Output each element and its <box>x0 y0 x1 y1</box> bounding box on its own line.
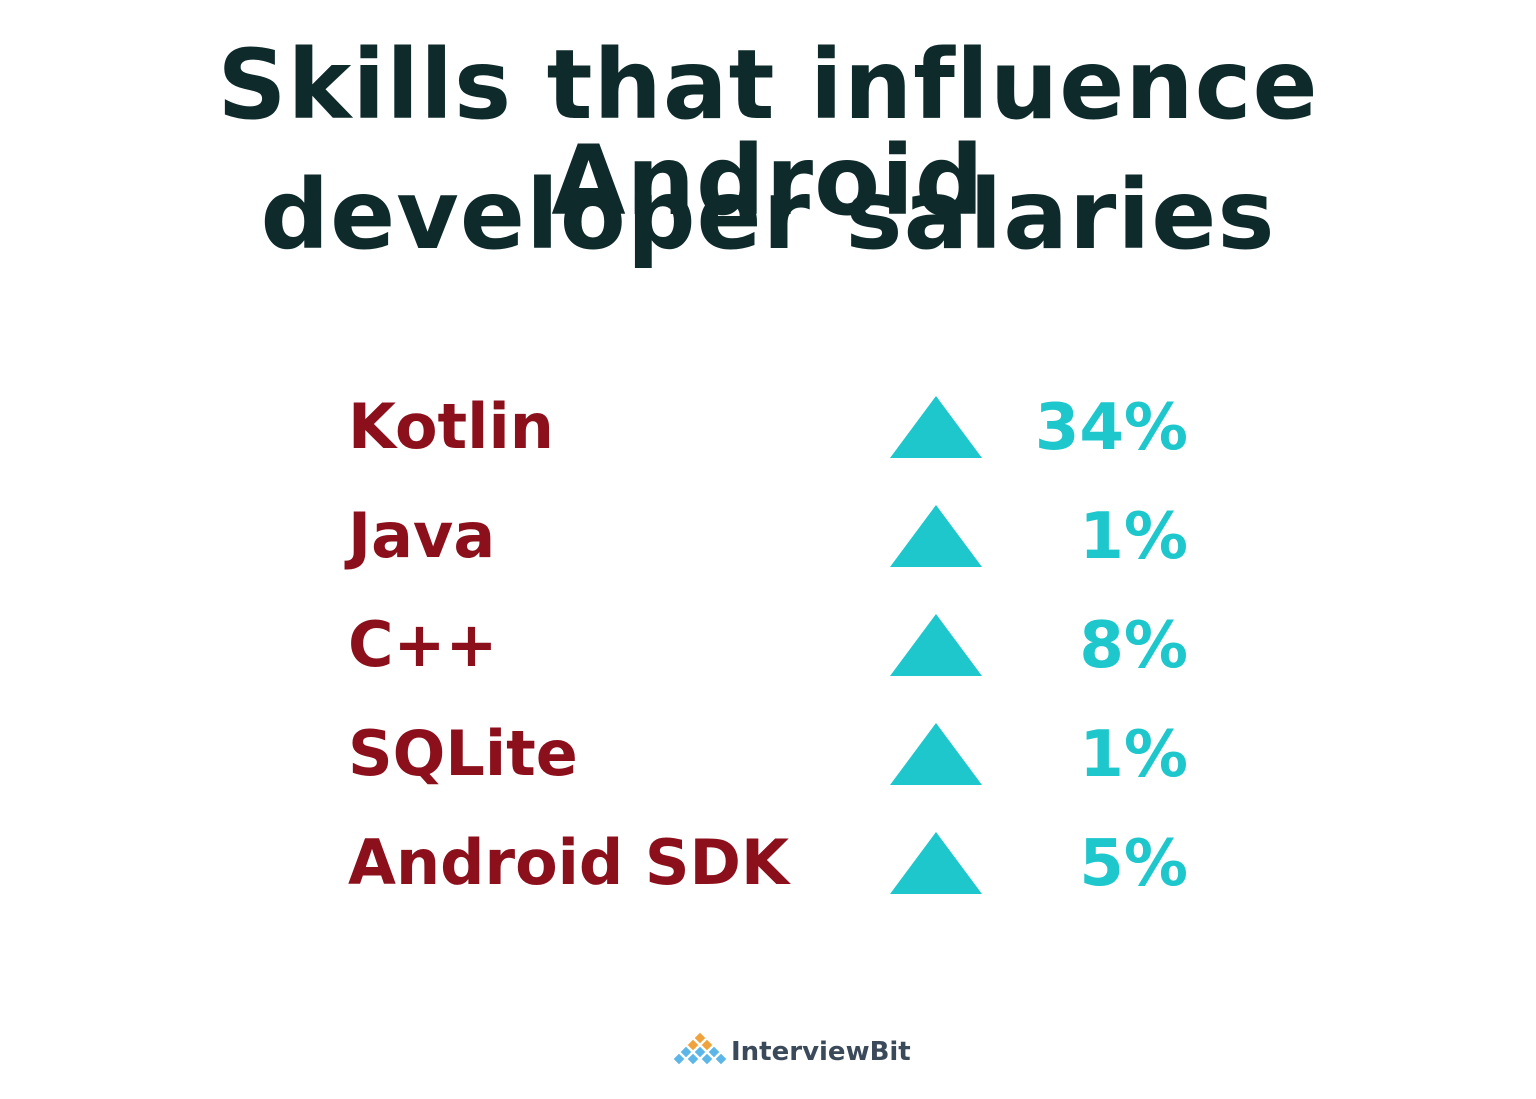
skill-name: SQLite <box>348 717 578 790</box>
up-arrow <box>890 614 982 676</box>
title-line: developer salaries <box>260 159 1276 271</box>
up-arrow <box>890 723 982 785</box>
up-arrow-icon <box>890 505 982 567</box>
up-arrow-icon <box>890 614 982 676</box>
up-arrow <box>890 396 982 458</box>
skill-name: Android SDK <box>348 826 790 899</box>
brand-logo <box>672 1031 728 1066</box>
up-arrow-icon <box>890 723 982 785</box>
skill-change: 5% <box>1079 827 1188 901</box>
brand-name: InterviewBit <box>731 1037 911 1067</box>
skill-change: 1% <box>1079 500 1188 574</box>
title-line: Skills that influence Android <box>217 29 1319 237</box>
skill-change: 34% <box>1034 391 1188 465</box>
skill-change: 1% <box>1079 718 1188 792</box>
skill-change: 8% <box>1079 609 1188 683</box>
up-arrow-icon <box>890 396 982 458</box>
skill-name: Java <box>348 499 496 572</box>
skill-name: C++ <box>348 608 498 681</box>
skill-name: Kotlin <box>348 390 554 463</box>
up-arrow <box>890 832 982 894</box>
up-arrow-icon <box>890 832 982 894</box>
up-arrow <box>890 505 982 567</box>
